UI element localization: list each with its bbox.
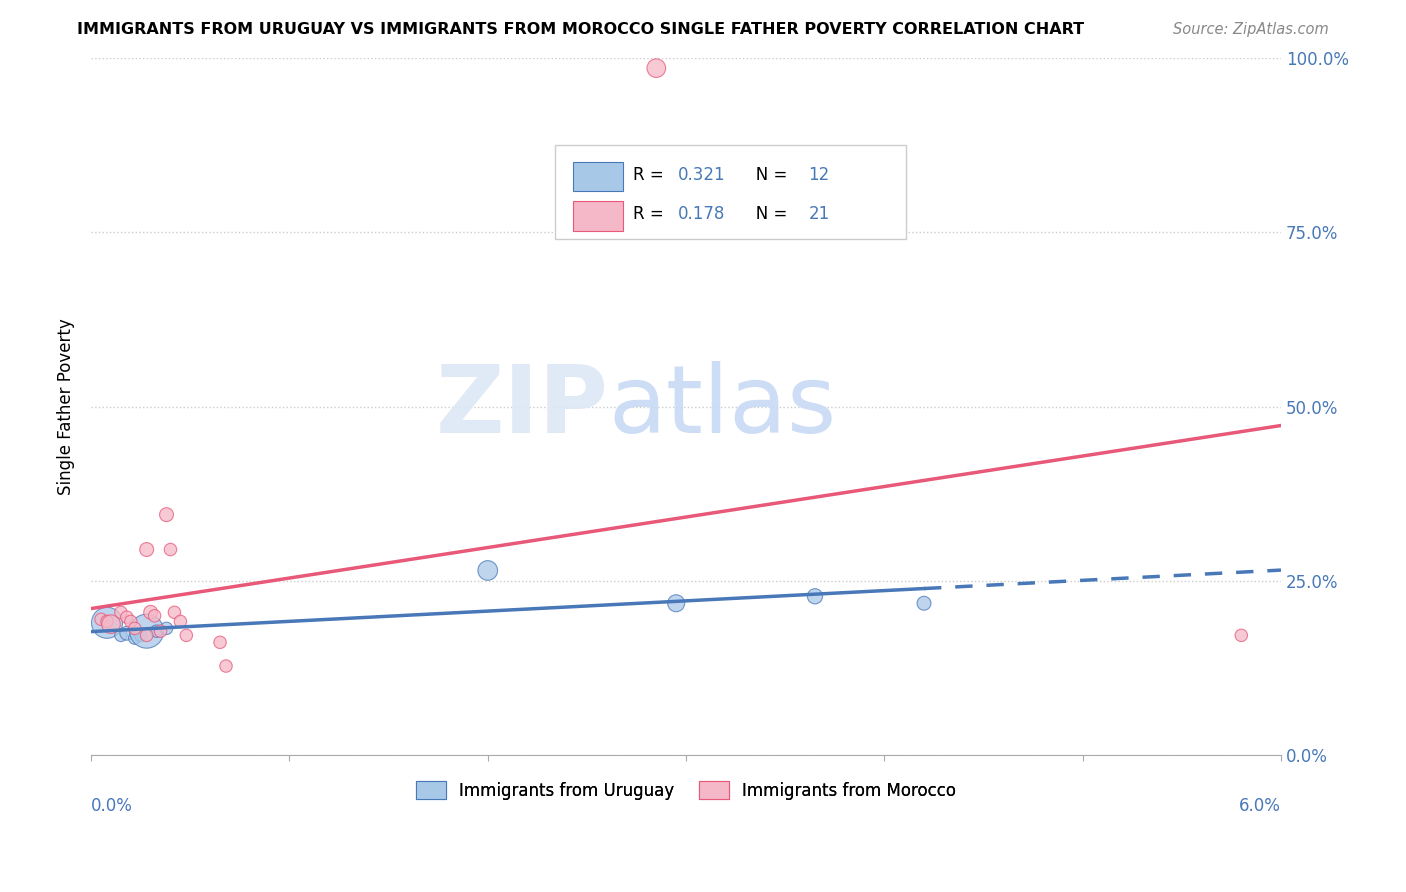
Text: IMMIGRANTS FROM URUGUAY VS IMMIGRANTS FROM MOROCCO SINGLE FATHER POVERTY CORRELA: IMMIGRANTS FROM URUGUAY VS IMMIGRANTS FR… xyxy=(77,22,1084,37)
Text: 0.178: 0.178 xyxy=(678,205,725,223)
Point xyxy=(155,508,177,522)
Point xyxy=(124,631,146,645)
Legend: Immigrants from Uruguay, Immigrants from Morocco: Immigrants from Uruguay, Immigrants from… xyxy=(409,775,963,806)
Text: R =: R = xyxy=(633,205,668,223)
Point xyxy=(124,621,146,635)
Point xyxy=(135,542,157,557)
Point xyxy=(176,628,198,642)
FancyBboxPatch shape xyxy=(555,145,907,239)
Point xyxy=(1230,628,1253,642)
Point xyxy=(665,596,688,610)
Point xyxy=(145,624,167,639)
Text: N =: N = xyxy=(740,205,792,223)
Point xyxy=(115,626,138,640)
Point xyxy=(115,610,138,624)
Text: 21: 21 xyxy=(808,205,830,223)
Point xyxy=(100,617,122,632)
Point xyxy=(96,615,118,630)
Point xyxy=(912,596,935,610)
Text: ZIP: ZIP xyxy=(436,360,609,452)
Point xyxy=(135,624,157,639)
Point xyxy=(163,605,186,619)
Text: 0.321: 0.321 xyxy=(678,166,725,184)
Point xyxy=(120,615,142,629)
Y-axis label: Single Father Poverty: Single Father Poverty xyxy=(58,318,75,495)
Point xyxy=(149,624,172,639)
Point xyxy=(110,628,132,642)
Text: R =: R = xyxy=(633,166,668,184)
Text: 6.0%: 6.0% xyxy=(1239,797,1281,815)
Point xyxy=(143,608,166,623)
Point xyxy=(804,589,827,603)
Point xyxy=(209,635,232,649)
Text: 0.0%: 0.0% xyxy=(91,797,134,815)
Text: 12: 12 xyxy=(808,166,830,184)
Point xyxy=(90,612,112,626)
Text: N =: N = xyxy=(740,166,792,184)
Point xyxy=(159,542,181,557)
Point xyxy=(129,628,152,642)
Point xyxy=(139,605,162,619)
Text: Source: ZipAtlas.com: Source: ZipAtlas.com xyxy=(1173,22,1329,37)
Text: atlas: atlas xyxy=(609,360,837,452)
Point xyxy=(645,61,668,75)
Point xyxy=(110,605,132,619)
FancyBboxPatch shape xyxy=(574,162,623,191)
Point xyxy=(477,564,499,578)
Point xyxy=(155,621,177,635)
FancyBboxPatch shape xyxy=(574,202,623,230)
Point xyxy=(215,659,238,673)
Point xyxy=(135,628,157,642)
Point xyxy=(169,615,191,629)
Point xyxy=(96,615,118,629)
